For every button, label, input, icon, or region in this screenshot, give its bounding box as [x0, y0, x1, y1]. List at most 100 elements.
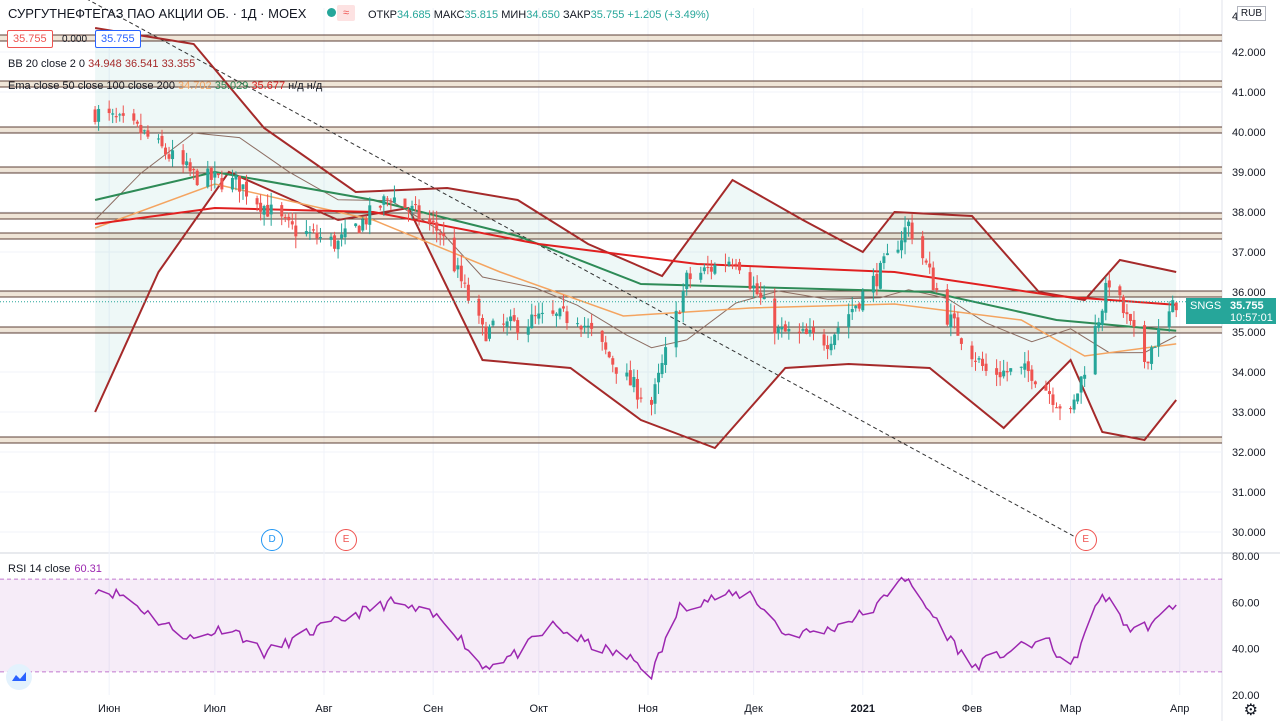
candle-body — [956, 317, 960, 336]
candle-body — [871, 275, 875, 293]
candle-body — [787, 329, 791, 332]
rsi-legend[interactable]: RSI 14 close 60.31 — [8, 563, 102, 575]
candle-body — [311, 229, 315, 231]
candle-body — [132, 113, 136, 121]
bb-legend-label: BB 20 close 2 0 — [8, 58, 86, 70]
close-value: 35.755 — [590, 9, 625, 21]
candle-body — [748, 272, 752, 289]
candle-body — [438, 233, 442, 235]
candle-body — [452, 237, 456, 272]
open-label: ОТКР — [368, 9, 398, 21]
candle-body — [340, 234, 344, 239]
rsi-y-tick-label: 60.00 — [1232, 597, 1260, 609]
y-tick-label: 34.000 — [1232, 367, 1266, 379]
candle-body — [456, 265, 460, 270]
x-tick-label: 2021 — [851, 703, 875, 715]
candle-body — [1076, 393, 1080, 402]
rsi-legend-label: RSI 14 close — [8, 563, 71, 575]
close-label: ЗАКР — [562, 9, 591, 21]
candle-body — [730, 264, 734, 266]
candle-body — [167, 154, 171, 159]
x-tick-label: Ноя — [638, 703, 658, 715]
earnings-event-marker[interactable]: E — [335, 529, 358, 551]
candle-body — [811, 327, 815, 333]
candle-body — [861, 291, 865, 311]
candle-body — [431, 220, 435, 223]
dividend-event-marker[interactable]: D — [261, 529, 284, 551]
earnings-event-marker[interactable]: E — [1074, 529, 1097, 551]
candle-body — [480, 317, 484, 325]
candle-body — [488, 326, 492, 339]
candle-body — [878, 262, 882, 289]
candle-body — [382, 196, 386, 205]
candle-body — [230, 177, 234, 190]
candle-body — [1118, 286, 1122, 296]
candle-body — [579, 325, 583, 330]
candle-body — [833, 334, 837, 346]
candle-body — [836, 327, 840, 334]
gear-icon[interactable]: ⚙ — [1243, 702, 1258, 719]
candle-body — [262, 206, 266, 215]
rsi-band-fill — [0, 579, 1222, 672]
candle-body — [850, 309, 854, 313]
candle-body — [981, 358, 985, 366]
candle-body — [554, 313, 558, 316]
candle-body — [699, 272, 703, 280]
candle-body — [354, 223, 358, 227]
candle-body — [417, 205, 421, 220]
candle-body — [664, 347, 668, 365]
candle-body — [213, 172, 217, 178]
y-tick-label: 40.000 — [1232, 127, 1266, 139]
candle-body — [1047, 391, 1051, 395]
candle-body — [206, 168, 210, 187]
x-tick-label: Окт — [530, 703, 549, 715]
buy-price-badge[interactable]: 35.755 — [95, 30, 141, 48]
x-tick-label: Апр — [1170, 703, 1189, 715]
candle-body — [269, 204, 273, 215]
delay-icon[interactable]: ≈ — [337, 5, 355, 21]
candle-body — [502, 323, 506, 325]
candle-body — [702, 267, 706, 272]
tradingview-logo-icon[interactable] — [6, 664, 32, 690]
y-tick-label: 37.000 — [1232, 247, 1266, 259]
candle-body — [1051, 394, 1055, 405]
candle-body — [245, 181, 249, 197]
candle-body — [885, 253, 889, 256]
candle-body — [357, 225, 361, 234]
candle-body — [156, 138, 160, 140]
candle-body — [505, 321, 509, 327]
candle-body — [294, 225, 298, 237]
candle-body — [407, 210, 411, 212]
low-value: 34.650 — [526, 9, 560, 21]
bb-fill — [95, 28, 1177, 448]
change-value: +1.205 (+3.49%) — [627, 9, 710, 21]
bb-basis-line — [94, 132, 1177, 354]
candle-body — [611, 358, 615, 365]
y-tick-partial: 4 — [1232, 11, 1238, 23]
symbol-title[interactable]: СУРГУТНЕФТЕГАЗ ПАО АКЦИИ ОБ. · 1Д · MOEX — [8, 6, 307, 21]
ema200-line — [94, 206, 1177, 306]
candle-body — [977, 358, 981, 360]
candle-body — [237, 175, 241, 192]
candle-body — [185, 161, 189, 166]
candle-body — [477, 298, 481, 316]
price-label-value: 35.755 — [1230, 300, 1264, 312]
candle-body — [713, 264, 717, 274]
candle-body — [854, 305, 858, 309]
ema-legend[interactable]: Ema close 50 close 100 close 200 34.702 … — [8, 80, 322, 92]
candle-body — [875, 273, 879, 287]
last-price-label: SNGS 35.755 10:57:01 — [1186, 298, 1276, 324]
ema100-value: 35.029 — [214, 80, 249, 92]
y-tick-label: 41.000 — [1232, 87, 1266, 99]
sell-price-badge[interactable]: 35.755 — [7, 30, 53, 48]
bb-legend[interactable]: BB 20 close 2 0 34.948 36.541 33.355 — [8, 58, 195, 70]
candle-body — [540, 312, 544, 315]
candle-body — [283, 217, 287, 219]
y-tick-label: 39.000 — [1232, 167, 1266, 179]
currency-button[interactable]: RUB — [1236, 6, 1266, 21]
y-tick-label: 36.000 — [1232, 287, 1266, 299]
candle-body — [463, 282, 467, 284]
candle-body — [635, 378, 639, 400]
candle-body — [1083, 374, 1087, 379]
